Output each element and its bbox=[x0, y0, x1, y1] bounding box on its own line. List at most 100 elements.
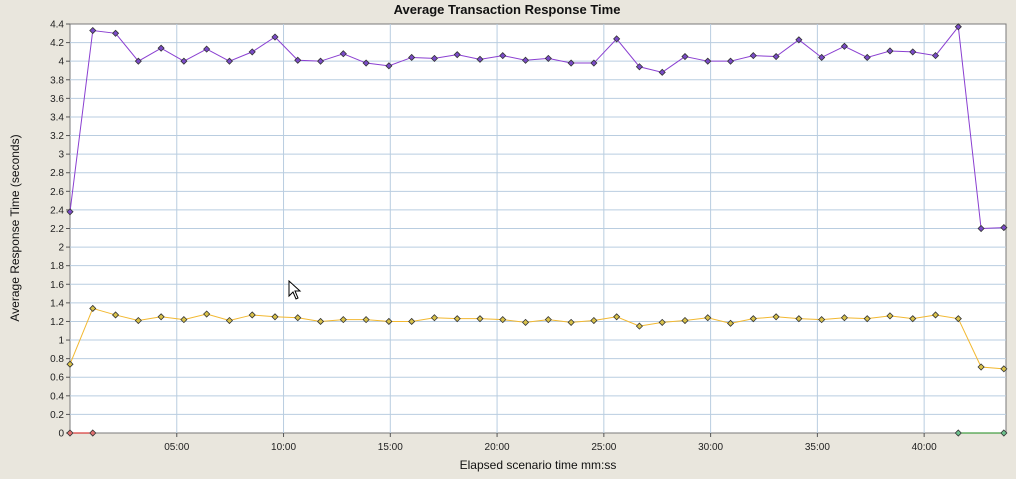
data-point[interactable] bbox=[1000, 224, 1008, 232]
data-point[interactable] bbox=[89, 26, 97, 35]
series-layer bbox=[66, 23, 1008, 437]
data-point[interactable] bbox=[521, 56, 530, 64]
data-point[interactable] bbox=[544, 54, 552, 62]
data-point[interactable] bbox=[339, 316, 347, 324]
data-point[interactable] bbox=[863, 315, 871, 323]
data-point[interactable] bbox=[1000, 429, 1008, 437]
data-point[interactable] bbox=[909, 315, 917, 323]
data-point[interactable] bbox=[977, 224, 985, 233]
data-point[interactable] bbox=[111, 29, 120, 37]
data-point[interactable] bbox=[430, 54, 439, 62]
data-point[interactable] bbox=[408, 53, 416, 62]
data-point[interactable] bbox=[89, 304, 97, 313]
y-tick-label: 3.8 bbox=[50, 75, 64, 86]
data-point[interactable] bbox=[499, 316, 507, 324]
data-point[interactable] bbox=[749, 52, 757, 60]
data-point[interactable] bbox=[658, 318, 666, 326]
data-point[interactable] bbox=[567, 318, 575, 326]
data-point[interactable] bbox=[772, 313, 780, 321]
data-point[interactable] bbox=[749, 315, 757, 323]
data-point[interactable] bbox=[476, 315, 484, 323]
data-point[interactable] bbox=[157, 44, 165, 52]
data-point[interactable] bbox=[909, 48, 917, 56]
data-point[interactable] bbox=[66, 208, 74, 216]
data-point[interactable] bbox=[453, 315, 461, 323]
data-point[interactable] bbox=[977, 363, 985, 371]
data-point[interactable] bbox=[681, 316, 689, 325]
data-point[interactable] bbox=[362, 316, 370, 324]
data-point[interactable] bbox=[818, 53, 826, 62]
data-point[interactable] bbox=[203, 45, 211, 53]
data-point[interactable] bbox=[681, 52, 689, 61]
data-point[interactable] bbox=[248, 48, 256, 56]
y-tick-label: 1.2 bbox=[50, 317, 64, 328]
data-point[interactable] bbox=[476, 55, 484, 63]
data-point[interactable] bbox=[271, 313, 279, 321]
data-point[interactable] bbox=[180, 316, 188, 324]
y-tick-label: 4.4 bbox=[50, 20, 64, 31]
data-point[interactable] bbox=[704, 314, 712, 322]
data-point[interactable] bbox=[818, 316, 826, 324]
data-point[interactable] bbox=[203, 310, 211, 318]
data-point[interactable] bbox=[840, 314, 848, 322]
data-point[interactable] bbox=[635, 322, 643, 330]
data-point[interactable] bbox=[886, 47, 894, 55]
data-point[interactable] bbox=[886, 312, 894, 320]
data-point[interactable] bbox=[271, 33, 279, 41]
data-point[interactable] bbox=[248, 311, 256, 319]
data-point[interactable] bbox=[294, 314, 302, 322]
y-tick-label: 0.4 bbox=[50, 391, 64, 402]
data-point[interactable] bbox=[339, 50, 347, 58]
data-point[interactable] bbox=[658, 68, 666, 76]
data-point[interactable] bbox=[362, 59, 370, 67]
data-point[interactable] bbox=[726, 319, 735, 327]
data-point[interactable] bbox=[111, 311, 120, 319]
y-tick-label: 0.6 bbox=[50, 373, 64, 384]
data-point[interactable] bbox=[704, 57, 712, 65]
data-point[interactable] bbox=[590, 59, 598, 67]
data-point[interactable] bbox=[590, 316, 598, 325]
data-point[interactable] bbox=[180, 57, 188, 65]
data-point[interactable] bbox=[567, 59, 575, 67]
data-point[interactable] bbox=[66, 360, 74, 368]
data-point[interactable] bbox=[385, 62, 393, 70]
data-point[interactable] bbox=[954, 315, 962, 323]
data-point[interactable] bbox=[134, 57, 142, 65]
data-point[interactable] bbox=[89, 429, 97, 437]
data-point[interactable] bbox=[931, 311, 940, 319]
x-tick-label: 10:00 bbox=[271, 442, 296, 453]
data-point[interactable] bbox=[726, 57, 735, 65]
x-tick-label: 20:00 bbox=[485, 442, 510, 453]
data-point[interactable] bbox=[954, 429, 962, 437]
data-point[interactable] bbox=[795, 315, 803, 323]
data-point[interactable] bbox=[134, 316, 142, 325]
data-point[interactable] bbox=[795, 36, 803, 44]
data-point[interactable] bbox=[613, 313, 621, 321]
data-point[interactable] bbox=[453, 51, 461, 59]
data-point[interactable] bbox=[840, 42, 848, 50]
data-point[interactable] bbox=[316, 57, 325, 65]
data-point[interactable] bbox=[772, 52, 780, 61]
series-1 bbox=[66, 304, 1008, 373]
data-point[interactable] bbox=[294, 56, 302, 64]
data-point[interactable] bbox=[544, 316, 552, 324]
data-point[interactable] bbox=[613, 35, 621, 43]
data-point[interactable] bbox=[385, 317, 393, 326]
y-tick-label: 2.6 bbox=[50, 187, 64, 198]
data-point[interactable] bbox=[225, 57, 234, 65]
data-point[interactable] bbox=[66, 429, 74, 437]
data-point[interactable] bbox=[954, 23, 962, 31]
data-point[interactable] bbox=[499, 52, 507, 60]
data-point[interactable] bbox=[931, 52, 940, 60]
data-point[interactable] bbox=[1000, 365, 1008, 373]
data-point[interactable] bbox=[316, 317, 325, 326]
data-point[interactable] bbox=[225, 316, 234, 325]
y-tick-label: 1.4 bbox=[50, 298, 64, 309]
data-point[interactable] bbox=[430, 314, 439, 322]
data-point[interactable] bbox=[521, 318, 530, 326]
data-point[interactable] bbox=[408, 317, 416, 326]
data-point[interactable] bbox=[863, 53, 871, 62]
data-point[interactable] bbox=[635, 63, 643, 71]
data-point[interactable] bbox=[157, 313, 165, 321]
